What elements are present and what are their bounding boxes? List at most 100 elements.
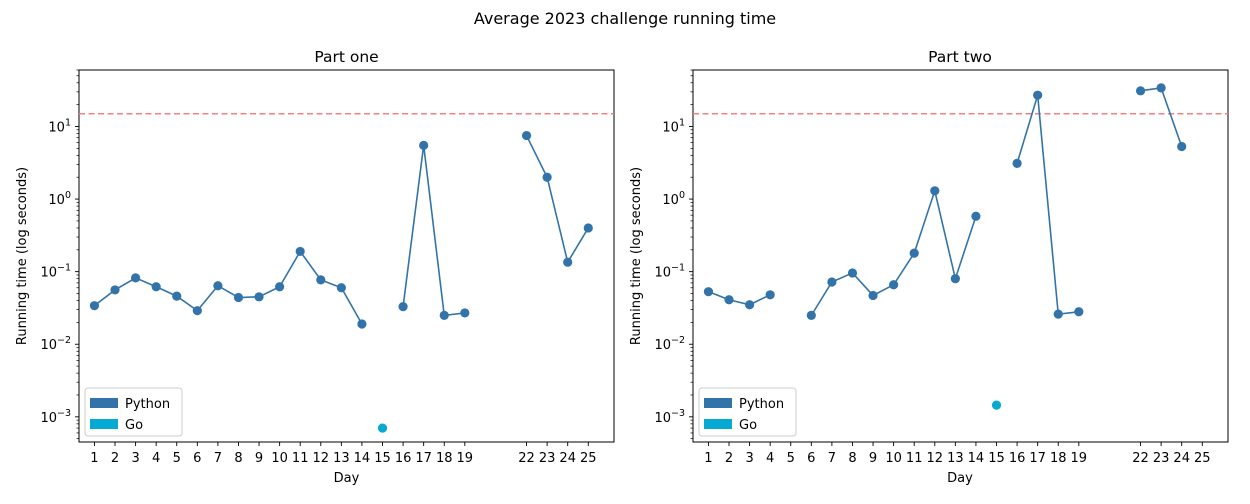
x-tick-label: 24	[559, 451, 576, 466]
x-tick-label: 1	[704, 451, 712, 466]
python-data-point	[336, 283, 346, 293]
x-tick-label: 19	[457, 451, 474, 466]
legend-label-python: Python	[125, 397, 170, 412]
x-tick-label: 14	[968, 451, 985, 466]
python-data-point	[419, 140, 429, 150]
x-tick-label: 4	[152, 451, 160, 466]
x-tick-label: 17	[415, 451, 432, 466]
x-tick-label: 16	[1009, 451, 1026, 466]
x-tick-label: 13	[333, 451, 350, 466]
x-tick-label: 14	[354, 451, 371, 466]
python-data-point	[868, 290, 878, 301]
x-axis-label: Day	[947, 471, 973, 486]
y-axis-label: Running time (log seconds)	[15, 167, 30, 345]
x-tick-label: 10	[271, 451, 288, 466]
python-data-point	[521, 130, 532, 141]
y-tick-label: 100	[48, 190, 71, 208]
python-data-point	[1177, 141, 1187, 152]
subplot-title: Part one	[314, 48, 378, 66]
python-data-point	[1012, 158, 1022, 169]
x-tick-label: 12	[927, 451, 944, 466]
y-tick-label: 100	[662, 190, 685, 208]
python-data-point	[1053, 309, 1063, 319]
x-tick-label: 18	[436, 451, 453, 466]
legend-label-python: Python	[739, 397, 784, 412]
x-tick-label: 5	[173, 451, 181, 466]
x-tick-label: 25	[1194, 451, 1211, 466]
python-data-point	[213, 281, 223, 291]
python-series-line	[525, 135, 589, 265]
python-data-point	[724, 295, 734, 305]
go-data-point	[377, 423, 388, 433]
x-tick-label: 23	[539, 451, 556, 466]
figure-title: Average 2023 challenge running time	[474, 9, 776, 28]
y-tick-label: 101	[48, 117, 71, 135]
axes-frame	[692, 69, 1229, 443]
python-data-point	[151, 282, 161, 292]
x-tick-label: 22	[1132, 451, 1149, 466]
y-tick-label: 10−1	[654, 263, 685, 281]
x-tick-label: 8	[234, 451, 242, 466]
y-tick-label: 101	[662, 117, 685, 135]
x-tick-label: 18	[1050, 451, 1067, 466]
axes-frame	[78, 69, 615, 443]
legend-label-go: Go	[125, 418, 143, 433]
python-data-point	[439, 310, 449, 320]
python-data-point	[1135, 86, 1146, 96]
python-data-point	[889, 280, 899, 290]
legend-swatch-go	[90, 419, 118, 429]
y-tick-label: 10−2	[40, 335, 71, 353]
subplot-part-two: Part two Day Running time (log seconds) …	[629, 48, 1229, 486]
x-tick-label: 11	[906, 451, 923, 466]
y-minor-ticks	[690, 69, 693, 440]
legend: Python Go	[84, 387, 183, 437]
x-tick-label: 15	[988, 451, 1005, 466]
python-data-point	[950, 274, 960, 284]
subplot-part-one: Part one Day Running time (log seconds) …	[15, 48, 615, 486]
python-series-line	[810, 187, 977, 316]
x-tick-label: 6	[807, 451, 815, 466]
python-data-point	[744, 300, 755, 310]
x-axis-label: Day	[334, 471, 360, 486]
x-tick-label: 2	[111, 451, 119, 466]
x-tick-label: 19	[1071, 451, 1088, 466]
python-data-point	[930, 186, 940, 196]
python-series-line	[93, 249, 363, 325]
python-data-point	[295, 246, 305, 257]
legend-label-go: Go	[739, 418, 757, 433]
python-series-line	[1140, 87, 1183, 147]
x-tick-label: 24	[1173, 451, 1190, 466]
python-data-point	[192, 306, 202, 316]
x-tick-label: 9	[869, 451, 877, 466]
python-data-point	[806, 310, 816, 320]
python-data-point	[703, 287, 714, 297]
python-data-point	[909, 248, 919, 258]
x-tick-label: 10	[885, 451, 902, 466]
python-data-point	[357, 319, 367, 329]
python-data-point	[254, 292, 264, 302]
python-data-point	[542, 172, 552, 182]
x-tick-label: 13	[947, 451, 964, 466]
python-data-point	[460, 308, 470, 318]
x-tick-label: 23	[1153, 451, 1170, 466]
legend-swatch-python	[704, 398, 732, 408]
python-data-point	[847, 268, 858, 278]
python-data-point	[827, 277, 837, 287]
x-tick-label: 6	[193, 451, 201, 466]
x-tick-label: 5	[787, 451, 795, 466]
x-tick-label: 17	[1029, 451, 1046, 466]
y-tick-label: 10−3	[40, 408, 71, 426]
y-tick-label: 10−1	[40, 263, 71, 281]
python-data-point	[275, 282, 285, 292]
python-data-point	[89, 301, 100, 311]
legend-swatch-python	[90, 398, 118, 408]
x-tick-label: 16	[395, 451, 412, 466]
x-tick-label: 7	[214, 451, 222, 466]
x-tick-label: 2	[725, 451, 733, 466]
python-data-point	[1033, 90, 1043, 100]
python-series-line	[402, 145, 465, 317]
y-axis-label: Running time (log seconds)	[629, 167, 644, 345]
